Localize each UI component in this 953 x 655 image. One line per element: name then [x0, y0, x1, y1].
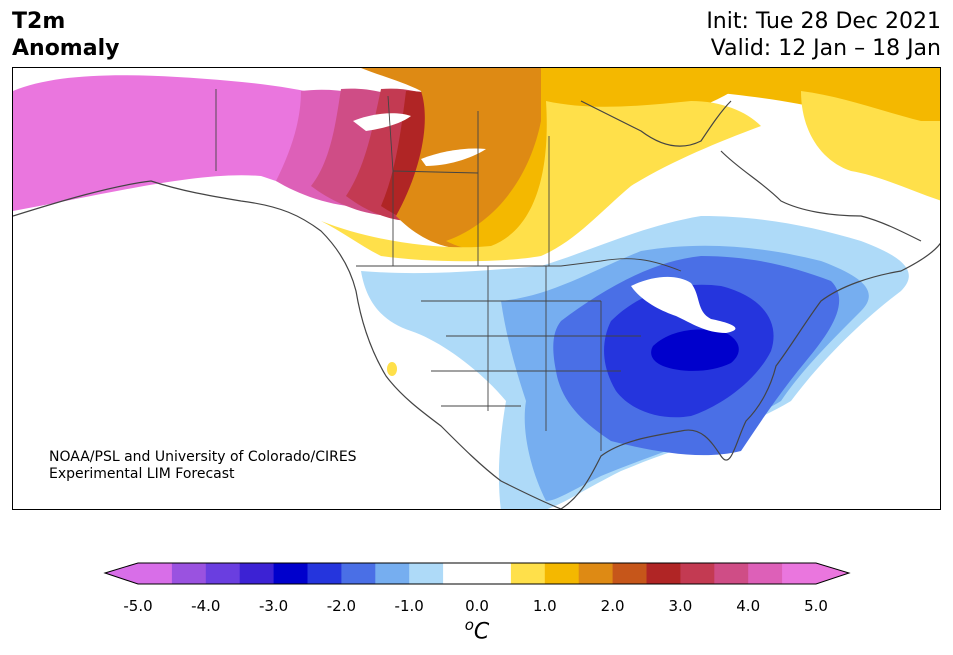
colorbar-cell	[748, 563, 783, 584]
colorbar-under-triangle	[105, 563, 138, 584]
lake-athabasca	[421, 148, 486, 166]
colorbar-cell	[205, 563, 241, 584]
init-date: Init: Tue 28 Dec 2021	[706, 9, 941, 34]
colorbar-tick-label: -5.0	[123, 597, 153, 615]
colorbar-tick-label: -4.0	[191, 597, 221, 615]
colorbar-tick-label: -3.0	[258, 597, 289, 615]
anomaly-map	[12, 67, 941, 510]
colorbar-over-triangle	[816, 563, 849, 584]
colorbar-cell	[375, 563, 410, 584]
colorbar-cell	[544, 563, 580, 584]
great-lakes	[631, 276, 736, 333]
colorbar-cell	[680, 563, 715, 584]
colorbar-unit: oC	[465, 616, 490, 644]
map-title: T2m Anomaly	[12, 8, 119, 62]
unit-degree: o	[464, 616, 474, 634]
colorbar-cells	[138, 563, 817, 584]
colorbar-tick-label: -2.0	[326, 597, 357, 615]
warm-anomaly-yellow	[321, 101, 761, 262]
cold-anomaly-core	[651, 329, 739, 371]
colorbar-cell	[273, 563, 308, 584]
coastlines	[13, 100, 940, 509]
forecast-dates: Init: Tue 28 Dec 2021 Valid: 12 Jan – 18…	[706, 8, 941, 62]
colorbar-tick-label: -1.0	[394, 597, 424, 615]
title-line-1: T2m	[12, 9, 66, 34]
credit-line-1: NOAA/PSL and University of Colorado/CIRE…	[49, 449, 357, 465]
colorbar-cell	[171, 563, 207, 584]
colorbar-tick-label: 2.0	[600, 597, 625, 615]
warm-anomaly-northeast	[651, 68, 940, 180]
colorbar-cell	[341, 563, 376, 584]
colorbar-cell	[239, 563, 275, 584]
colorbar-tick-label: 3.0	[668, 597, 693, 615]
great-slave-lake	[353, 113, 411, 131]
title-line-2: Anomaly	[12, 36, 120, 61]
credit-line-2: Experimental LIM Forecast	[49, 466, 235, 482]
colorbar-tick-label: 1.0	[532, 597, 557, 615]
colorbar-cell	[307, 563, 342, 584]
colorbar-tick-label: 5.0	[804, 597, 828, 615]
colorbar-cell	[409, 563, 444, 584]
political-borders	[215, 89, 682, 451]
colorbar-tick-label: 4.0	[736, 597, 761, 615]
unit-letter: C	[473, 619, 490, 645]
warm-anomaly-california	[387, 362, 397, 376]
valid-date: Valid: 12 Jan – 18 Jan	[710, 36, 941, 61]
colorbar-cell	[782, 563, 817, 584]
colorbar-cell	[646, 563, 681, 584]
map-canvas	[13, 68, 940, 509]
warm-anomaly-northeast-yellow	[801, 91, 940, 201]
colorbar-cell	[714, 563, 749, 584]
colorbar-cell	[612, 563, 647, 584]
colorbar-tick-label: 0.0	[465, 597, 489, 615]
colorbar-cell	[510, 563, 546, 584]
colorbar-cell	[443, 563, 478, 584]
warm-anomaly-gold	[446, 68, 761, 253]
colorbar-cell	[138, 563, 173, 584]
colorbar-cell	[477, 563, 512, 584]
colorbar-outline	[103, 562, 851, 585]
forecast-credit: NOAA/PSL and University of Colorado/CIRE…	[49, 449, 357, 483]
colorbar-cell	[578, 563, 614, 584]
colorbar	[103, 562, 851, 585]
